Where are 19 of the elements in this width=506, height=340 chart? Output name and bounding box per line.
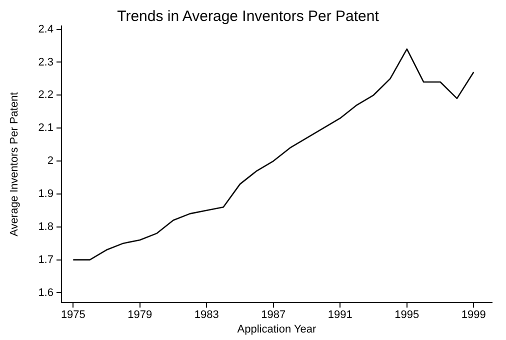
y-tick-label: 2.3 <box>38 56 54 68</box>
x-tick-label: 1991 <box>328 309 352 322</box>
x-tick-label: 1983 <box>194 309 219 322</box>
y-tick-label: 2.4 <box>38 23 54 36</box>
x-tick-label: 1995 <box>394 309 420 322</box>
y-tick-label: 2.2 <box>38 89 54 102</box>
y-axis-title: Average Inventors Per Patent <box>8 92 21 236</box>
x-axis-title: Application Year <box>237 323 317 336</box>
x-tick-label: 1999 <box>461 309 486 322</box>
x-tick-label: 1975 <box>60 309 86 322</box>
x-tick-label: 1987 <box>261 309 286 322</box>
chart-title: Trends in Average Inventors Per Patent <box>117 8 380 26</box>
x-tick-label: 1979 <box>128 309 152 322</box>
y-tick-label: 1.8 <box>38 220 54 233</box>
y-tick-label: 1.9 <box>38 188 54 200</box>
y-tick-label: 2.1 <box>38 122 54 134</box>
y-tick-label: 2 <box>47 155 54 168</box>
y-tick-label: 1.6 <box>38 286 54 299</box>
y-tick-label: 1.7 <box>38 254 54 266</box>
